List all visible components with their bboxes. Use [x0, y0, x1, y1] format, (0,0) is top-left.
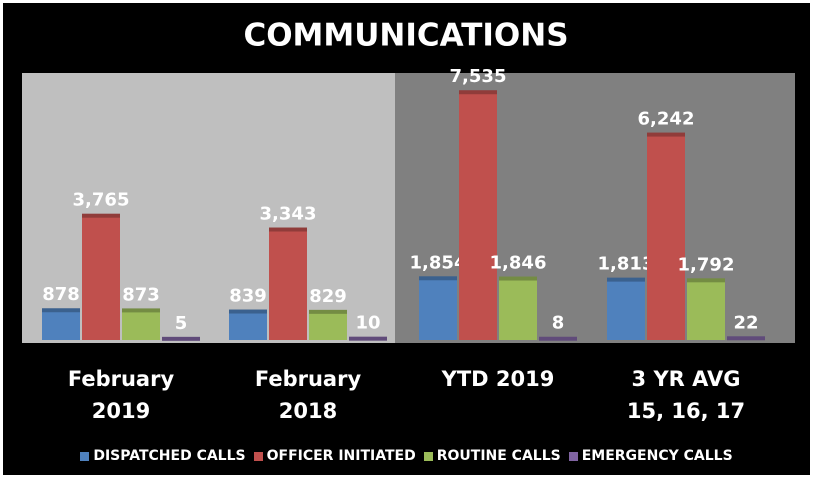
x-tick-label: YTD 2019 [441, 367, 555, 391]
bar [269, 227, 307, 340]
data-label: 839 [229, 286, 267, 307]
bar [647, 132, 685, 340]
bar [459, 90, 497, 340]
bar [82, 213, 120, 340]
chart-title: COMMUNICATIONS [243, 18, 568, 54]
data-label: 1,813 [598, 254, 655, 275]
bar-body [687, 281, 725, 340]
bar [42, 308, 80, 340]
bar-body [647, 135, 685, 340]
data-label: 829 [309, 286, 347, 307]
legend-label: OFFICER INITIATED [266, 448, 416, 464]
data-label: 3,343 [260, 204, 317, 225]
data-label: 5 [175, 313, 188, 334]
bar [419, 276, 457, 340]
bar-body [269, 230, 307, 340]
bar-cap [122, 308, 160, 313]
x-tick-label: February 2018 [254, 367, 362, 423]
bar-body [229, 312, 267, 340]
bar-cap [607, 277, 645, 282]
legend-label: EMERGENCY CALLS [581, 448, 733, 464]
data-label: 1,854 [410, 252, 467, 273]
bar [687, 278, 725, 340]
data-label: 873 [122, 284, 160, 305]
bar-body [459, 93, 497, 340]
bar-body [309, 312, 347, 340]
bar-cap [82, 213, 120, 218]
legend-item: EMERGENCY CALLS [568, 448, 733, 464]
data-label: 3,765 [73, 190, 130, 211]
data-label: 10 [355, 313, 380, 334]
legend-item: DISPATCHED CALLS [80, 448, 246, 464]
bar-body [42, 311, 80, 340]
data-label: 1,792 [678, 254, 735, 275]
legend-swatch [253, 451, 263, 461]
bar [162, 336, 200, 341]
bar-cap [647, 132, 685, 137]
legend: DISPATCHED CALLS OFFICER INITIATED ROUTINE… [3, 448, 810, 464]
bar-body [122, 311, 160, 340]
data-label: 6,242 [638, 109, 695, 130]
legend-label: DISPATCHED CALLS [93, 448, 246, 464]
bar-cap [269, 227, 307, 232]
bar [727, 336, 765, 341]
bar-cap [419, 276, 457, 281]
bar-cap [349, 336, 387, 341]
bar-cap [229, 309, 267, 314]
chart-svg: COMMUNICATIONS 878 3,765 873 5 839 3,343 829 10… [22, 18, 795, 343]
legend-item: OFFICER INITIATED [253, 448, 416, 464]
bar [309, 309, 347, 340]
bar-cap [539, 336, 577, 341]
x-tick-label: 3 YR AVG 15, 16, 17 [626, 367, 746, 423]
bar [539, 336, 577, 341]
data-label: 878 [42, 284, 80, 305]
bar-body [419, 279, 457, 340]
bar-body [82, 216, 120, 340]
bar-cap [309, 309, 347, 314]
bar [499, 276, 537, 340]
x-tick-label: February 2019 [67, 367, 175, 423]
data-label: 8 [552, 313, 565, 334]
bar [229, 309, 267, 340]
data-label: 22 [733, 312, 758, 333]
bar-body [499, 279, 537, 340]
bar [607, 277, 645, 340]
legend-label: ROUTINE CALLS [436, 448, 561, 464]
bar-cap [42, 308, 80, 313]
legend-swatch [568, 451, 578, 461]
chart: COMMUNICATIONS 878 3,765 873 5 839 3,343 829 10… [3, 3, 810, 475]
bar-cap [687, 278, 725, 283]
bar-cap [727, 336, 765, 341]
data-label: 1,846 [490, 253, 547, 274]
legend-item: ROUTINE CALLS [423, 448, 561, 464]
bar [349, 336, 387, 341]
legend-swatch [423, 451, 433, 461]
legend-swatch [80, 451, 90, 461]
bar-cap [162, 336, 200, 341]
bar [122, 308, 160, 340]
bar-body [607, 280, 645, 340]
bar-cap [459, 90, 497, 95]
bar-cap [499, 276, 537, 281]
data-label: 7,535 [450, 66, 507, 87]
